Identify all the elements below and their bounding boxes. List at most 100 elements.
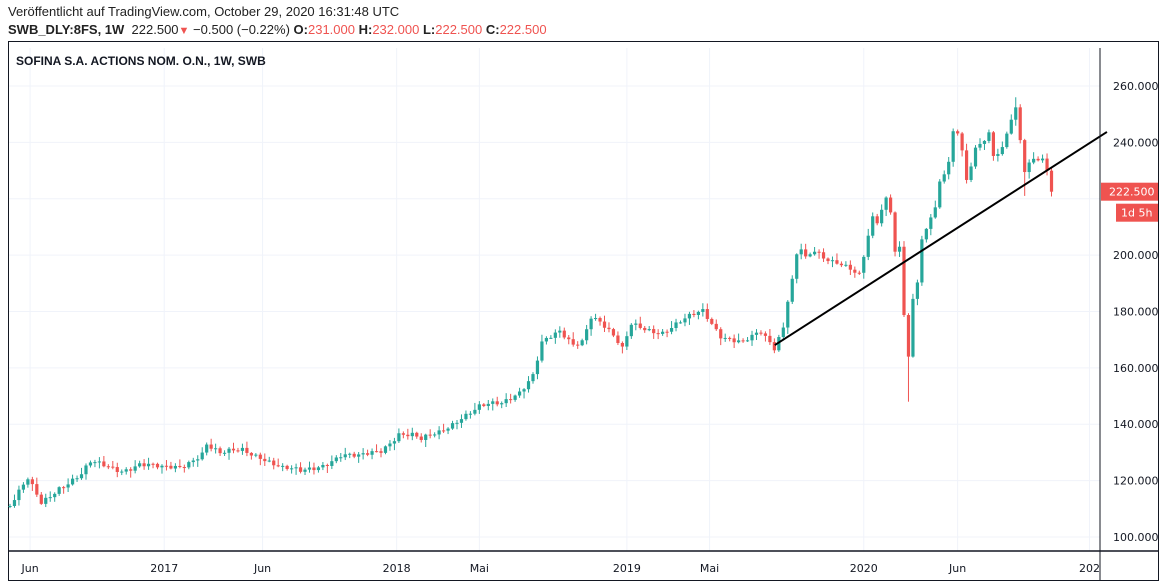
candle-body	[44, 497, 48, 504]
high-value: 232.000	[372, 22, 420, 37]
candle-body	[830, 260, 835, 262]
candle-body	[75, 478, 79, 480]
candle-body	[674, 322, 678, 329]
candle-body	[106, 466, 110, 468]
candle-body	[330, 461, 334, 466]
price-tick-label: 160.000	[1113, 362, 1159, 375]
candle-body	[862, 256, 866, 273]
candle-body	[567, 337, 571, 340]
candle-body	[267, 460, 271, 462]
candle-body	[504, 399, 508, 404]
candle-body	[227, 448, 231, 453]
candle-body	[254, 454, 258, 456]
candle-body	[652, 329, 656, 334]
candle-body	[495, 401, 499, 405]
candle-body	[48, 497, 52, 499]
candle-body	[835, 260, 839, 264]
candle-body	[35, 484, 39, 495]
candle-body	[231, 448, 236, 451]
candle-body	[687, 313, 692, 319]
candle-body	[625, 336, 629, 347]
candle-body	[459, 419, 464, 423]
candle-body	[1009, 119, 1013, 134]
candle-body	[893, 212, 897, 252]
candle-body	[138, 463, 142, 467]
candle-body	[763, 333, 768, 336]
candle-body	[643, 327, 647, 331]
candle-body	[366, 453, 370, 455]
candle-body	[960, 133, 964, 151]
candle-body	[929, 217, 933, 229]
candle-body	[978, 143, 982, 148]
candle-body	[182, 467, 186, 469]
candle-body	[222, 452, 227, 454]
candle-body	[857, 272, 861, 274]
candle-body	[191, 460, 195, 463]
candle-body	[155, 463, 160, 468]
candle-body	[607, 327, 611, 330]
candle-body	[491, 401, 495, 404]
candle-body	[142, 463, 146, 467]
candle-body	[39, 494, 43, 504]
candle-body	[370, 451, 374, 455]
candle-body	[888, 197, 893, 213]
candle-body	[969, 166, 973, 180]
candle-body	[102, 461, 106, 467]
candle-body	[361, 453, 365, 455]
candle-body	[129, 469, 133, 471]
candle-body	[759, 332, 763, 334]
candle-body	[218, 448, 222, 454]
countdown-label: 1d 5h	[1121, 207, 1152, 220]
candle-body	[638, 323, 642, 328]
candle-body	[692, 313, 696, 315]
candle-body	[616, 335, 620, 343]
candle-body	[415, 432, 419, 437]
candle-body	[585, 329, 589, 341]
candle-body	[964, 150, 969, 180]
candle-body	[947, 161, 951, 175]
candle-body	[897, 246, 902, 252]
candle-body	[79, 474, 84, 479]
candle-body	[258, 454, 262, 459]
chart-title: SOFINA S.A. ACTIONS NOM. O.N., 1W, SWB	[16, 54, 266, 68]
candle-body	[884, 197, 888, 210]
candle-body	[124, 469, 128, 472]
candle-body	[580, 340, 584, 346]
candle-body	[357, 454, 361, 457]
candle-body	[661, 331, 665, 334]
candle-body	[665, 331, 669, 333]
candle-body	[902, 246, 906, 316]
candle-body	[732, 338, 736, 343]
candle-body	[392, 441, 397, 444]
candle-body	[768, 335, 772, 343]
candle-body	[920, 239, 924, 283]
low-value: 222.500	[435, 22, 483, 37]
candle-body	[777, 337, 781, 351]
candle-body	[57, 487, 61, 494]
candle-body	[817, 251, 821, 253]
candle-body	[1049, 170, 1054, 192]
candle-body	[808, 254, 812, 257]
candle-body	[629, 324, 633, 337]
candle-body	[303, 469, 307, 472]
candle-body	[786, 301, 790, 328]
candle-body	[473, 409, 477, 414]
candle-body	[433, 434, 437, 436]
candle-body	[844, 264, 848, 266]
chart-frame	[8, 41, 1159, 581]
candle-body	[419, 436, 423, 440]
candle-body	[951, 131, 955, 162]
candle-body	[826, 258, 830, 262]
candle-body	[62, 487, 66, 489]
down-triangle-icon: ▼	[178, 25, 190, 37]
time-tick-label: Mai	[700, 562, 719, 575]
candle-body	[88, 462, 93, 466]
candle-body	[298, 467, 303, 472]
candle-body	[263, 458, 267, 462]
time-tick-label: Jun	[948, 562, 966, 575]
time-tick-label: Mai	[470, 562, 489, 575]
close-label: C:	[485, 22, 500, 37]
last-price-label: 222.500	[1109, 186, 1155, 199]
candle-body	[1018, 107, 1022, 141]
